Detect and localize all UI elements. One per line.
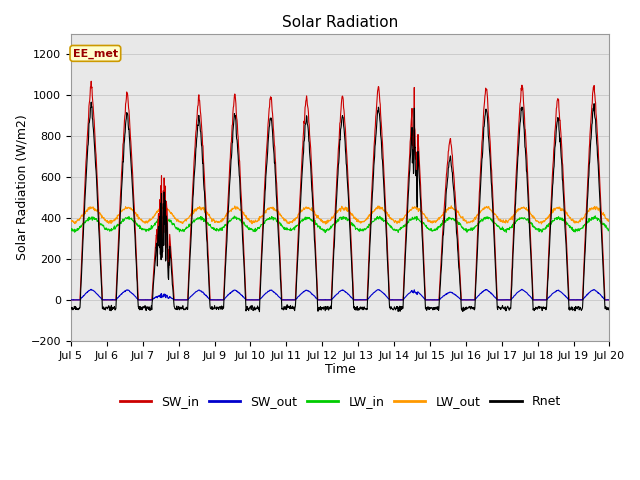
Y-axis label: Solar Radiation (W/m2): Solar Radiation (W/m2): [15, 115, 28, 260]
Legend: SW_in, SW_out, LW_in, LW_out, Rnet: SW_in, SW_out, LW_in, LW_out, Rnet: [115, 390, 566, 413]
Title: Solar Radiation: Solar Radiation: [282, 15, 398, 30]
Text: EE_met: EE_met: [73, 48, 118, 59]
X-axis label: Time: Time: [325, 363, 356, 376]
